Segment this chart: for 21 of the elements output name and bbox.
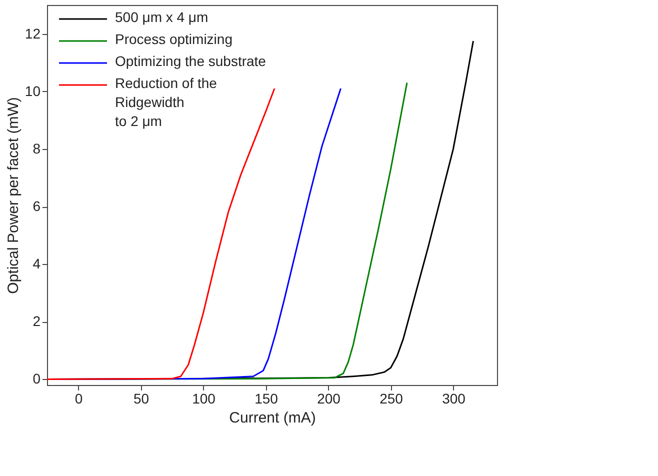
legend-label: Process optimizing — [115, 31, 232, 47]
legend-label: Reduction of the Ridgewidth to 2 μm — [115, 75, 218, 129]
x-tick-label: 50 — [133, 390, 150, 406]
y-tick-label: 4 — [32, 256, 41, 272]
y-tick-label: 10 — [24, 82, 41, 99]
x-tick-label: 250 — [380, 390, 404, 406]
y-tick-label: 2 — [32, 313, 41, 330]
y-tick-label: 0 — [32, 370, 41, 387]
line-series — [46, 88, 276, 380]
legend-label: Optimizing the substrate — [115, 53, 266, 69]
x-tick-label: 100 — [192, 390, 216, 406]
legend-label: 500 μm x 4 μm — [115, 9, 208, 25]
x-tick-label: 300 — [442, 390, 466, 406]
x-axis-title: Current (mA) — [229, 410, 316, 426]
x-tick-label: 200 — [317, 390, 341, 406]
x-tick-label: 0 — [74, 390, 83, 406]
y-tick-label: 8 — [32, 140, 41, 156]
x-tick-label: 150 — [254, 390, 278, 406]
y-axis-title: Optical Power per facet (mW) — [4, 97, 22, 294]
y-tick-label: 6 — [32, 198, 41, 214]
y-tick-label: 12 — [24, 25, 41, 42]
